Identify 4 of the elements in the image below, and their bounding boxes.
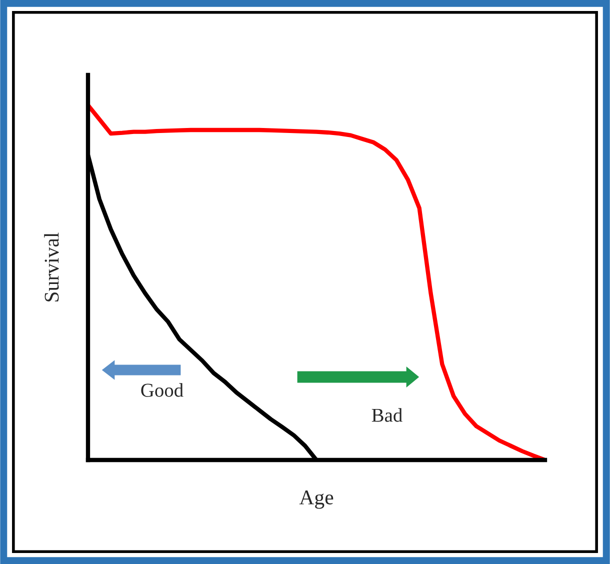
x-axis-title: Age bbox=[299, 490, 334, 509]
y-axis-title: Survival bbox=[44, 232, 59, 302]
annotation: Bad bbox=[372, 408, 402, 422]
annotation: Good bbox=[141, 383, 184, 397]
